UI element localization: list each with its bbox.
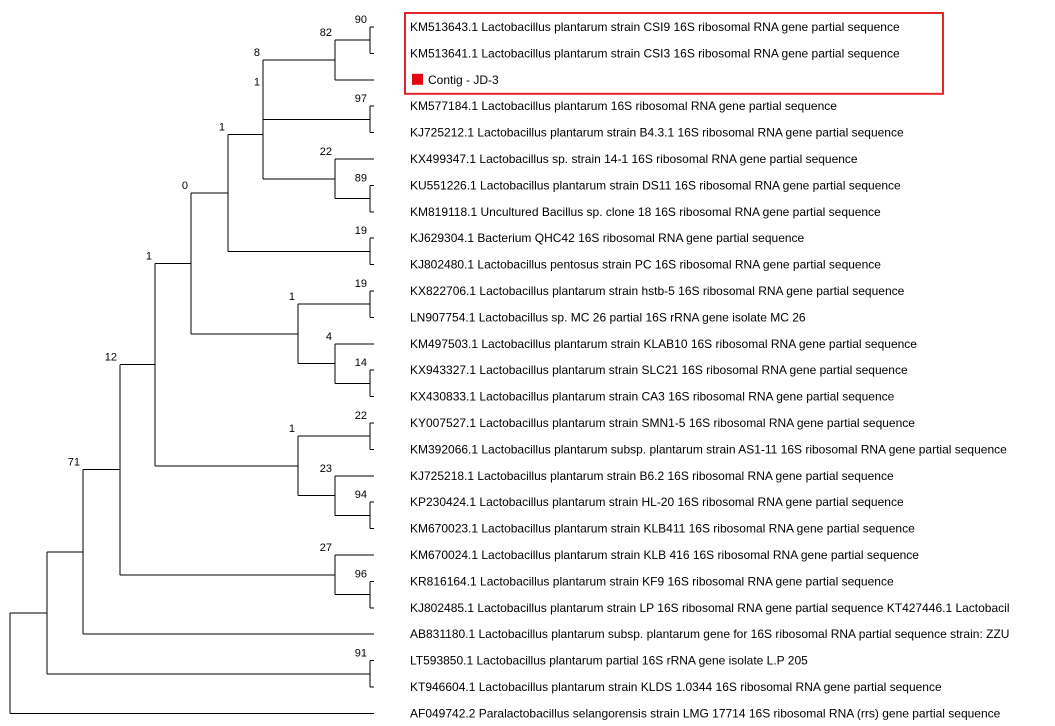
taxon-label: KT946604.1 Lactobacillus plantarum strai…: [410, 680, 942, 694]
taxon-label: AB831180.1 Lactobacillus plantarum subsp…: [410, 627, 1009, 641]
bootstrap-value: 1: [219, 121, 225, 133]
bootstrap-value: 1: [289, 423, 295, 435]
bootstrap-value: 8: [254, 47, 260, 59]
taxon-label: KX943327.1 Lactobacillus plantarum strai…: [410, 363, 908, 377]
taxon-label: KY007527.1 Lactobacillus plantarum strai…: [410, 416, 915, 430]
bootstrap-labels: 90 82 97 8 89 22 1 19 1 19 14 4 1 0 22 94 23 1 1 96 27 12 71 91: [68, 14, 367, 660]
bootstrap-value: 90: [355, 14, 367, 26]
bootstrap-value: 23: [320, 463, 332, 475]
bootstrap-value: 1: [254, 77, 260, 89]
taxon-label: KM513641.1 Lactobacillus plantarum strai…: [410, 46, 900, 60]
taxon-label: KJ802485.1 Lactobacillus plantarum strai…: [410, 601, 1010, 615]
bootstrap-value: 22: [355, 410, 367, 422]
taxon-label: KM577184.1 Lactobacillus plantarum 16S r…: [410, 99, 837, 113]
bootstrap-value: 82: [320, 27, 332, 39]
bootstrap-value: 12: [105, 352, 117, 364]
taxon-label: LT593850.1 Lactobacillus plantarum parti…: [410, 654, 808, 668]
bootstrap-value: 19: [355, 225, 367, 237]
bootstrap-value: 89: [355, 172, 367, 184]
taxon-label: KJ629304.1 Bacterium QHC42 16S ribosomal…: [410, 231, 805, 245]
taxon-label: KX430833.1 Lactobacillus plantarum strai…: [410, 390, 895, 404]
taxon-markers: [412, 73, 423, 85]
bootstrap-value: 27: [320, 542, 332, 554]
taxon-label: KX499347.1 Lactobacillus sp. strain 14-1…: [410, 152, 858, 166]
bootstrap-value: 0: [182, 180, 188, 192]
bootstrap-value: 94: [355, 489, 367, 501]
bootstrap-value: 22: [320, 146, 332, 158]
bootstrap-value: 14: [355, 357, 367, 369]
taxon-label: KJ802480.1 Lactobacillus pentosus strain…: [410, 258, 881, 272]
bootstrap-value: 1: [289, 291, 295, 303]
taxon-label: KM819118.1 Uncultured Bacillus sp. clone…: [410, 205, 881, 219]
taxon-label: KM670023.1 Lactobacillus plantarum strai…: [410, 522, 915, 536]
taxon-label: Contig - JD-3: [428, 73, 499, 87]
taxon-label: KM392066.1 Lactobacillus plantarum subsp…: [410, 442, 1007, 456]
taxon-labels: KM513643.1 Lactobacillus plantarum strai…: [410, 20, 1010, 720]
highlight-box: [404, 12, 944, 95]
bootstrap-value: 91: [355, 648, 367, 660]
taxon-label: KU551226.1 Lactobacillus plantarum strai…: [410, 178, 901, 192]
taxon-label: KM497503.1 Lactobacillus plantarum strai…: [410, 337, 917, 351]
taxon-label: KX822706.1 Lactobacillus plantarum strai…: [410, 284, 905, 298]
bootstrap-value: 4: [326, 331, 332, 343]
bootstrap-value: 1: [146, 250, 152, 262]
taxon-label: KR816164.1 Lactobacillus plantarum strai…: [410, 574, 894, 588]
bootstrap-value: 96: [355, 568, 367, 580]
bootstrap-value: 97: [355, 93, 367, 105]
taxon-label: AF049742.2 Paralactobacillus selangorens…: [410, 706, 1001, 720]
bootstrap-value: 19: [355, 278, 367, 290]
taxon-label: KP230424.1 Lactobacillus plantarum strai…: [410, 495, 904, 509]
taxon-label: KJ725218.1 Lactobacillus plantarum strai…: [410, 469, 894, 483]
bootstrap-value: 71: [68, 457, 80, 469]
taxon-label: KJ725212.1 Lactobacillus plantarum strai…: [410, 126, 904, 140]
tree-branches: [9, 26, 374, 714]
highlight-marker-icon: [412, 73, 423, 85]
taxon-label: LN907754.1 Lactobacillus sp. MC 26 parti…: [410, 310, 806, 324]
taxon-label: KM513643.1 Lactobacillus plantarum strai…: [410, 20, 900, 34]
taxon-label: KM670024.1 Lactobacillus plantarum strai…: [410, 548, 919, 562]
